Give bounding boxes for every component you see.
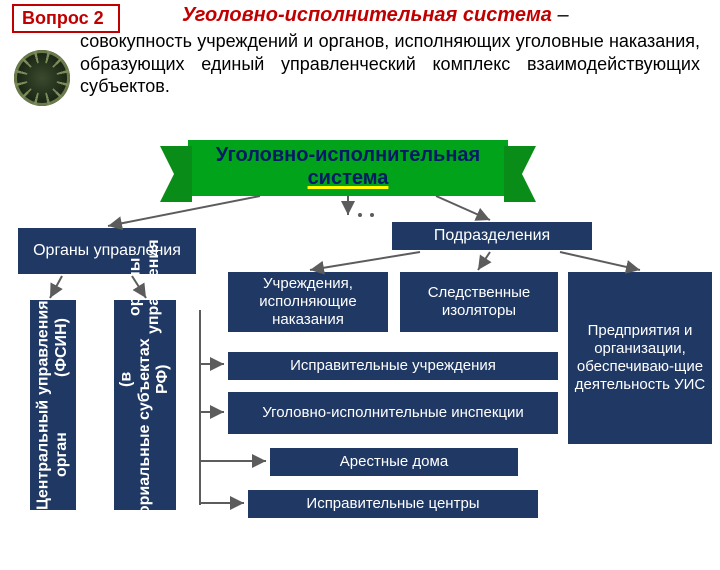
question-badge: Вопрос 2 (12, 4, 120, 33)
headline-dash: – (552, 4, 569, 26)
main-ribbon: Уголовно-исполнительная система (188, 140, 508, 196)
box-arrest-houses: Арестные дома (270, 448, 518, 476)
central-organ-box: Центральный орган управления (ФСИН) (30, 300, 76, 510)
ribbon-line2: система (308, 167, 389, 189)
box-detention-centers: Следственные изоляторы (400, 272, 558, 332)
subdivisions-header: Подразделения (392, 222, 592, 250)
central-organ-l2: управления (ФСИН) (35, 300, 72, 395)
box-enterprises: Предприятия и организации, обеспечиваю-щ… (568, 272, 712, 444)
central-organ-l1: Центральный орган (35, 399, 72, 509)
box-penal-inspections: Уголовно-исполнительные инспекции (228, 392, 558, 434)
box-correctional-institutions: Исправительные учреждения (228, 352, 558, 380)
fsin-emblem (14, 50, 70, 106)
territorial-l1: Территориальные (136, 425, 154, 570)
territorial-l2: (в субъектах РФ) (117, 339, 172, 421)
box-institutions-punishment: Учреждения, исполняющие наказания (228, 272, 388, 332)
ribbon-line1: Уголовно-исполнительная (216, 144, 480, 166)
definition-text: совокупность учреждений и органов, испол… (80, 30, 700, 98)
headline-text: Уголовно-исполнительная система (182, 4, 552, 26)
management-header: Органы управления (18, 228, 196, 274)
box-correctional-centers: Исправительные центры (248, 490, 538, 518)
territorial-organs-box: Территориальные (в субъектах РФ) органы … (114, 300, 176, 510)
territorial-l3: органы управления (127, 240, 164, 335)
headline: Уголовно-исполнительная система – (182, 4, 702, 27)
